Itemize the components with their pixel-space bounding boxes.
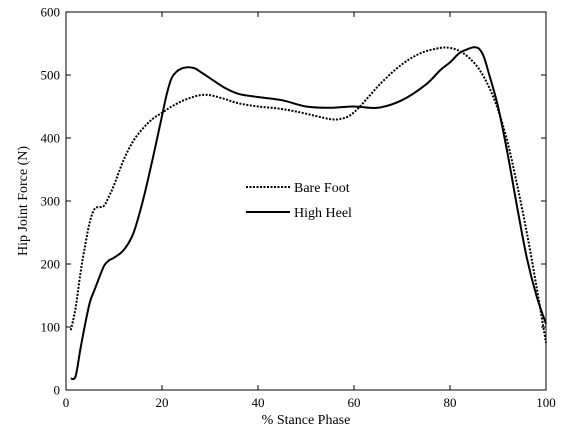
x-tick-label: 40 [252,395,265,410]
legend-label-high-heel: High Heel [294,206,352,221]
y-tick-label: 100 [41,320,61,335]
plot-frame [65,11,547,391]
y-tick-label: 400 [41,131,61,146]
x-tick-label: 20 [156,395,169,410]
x-axis-label: % Stance Phase [262,413,351,428]
y-tick-label: 600 [41,5,61,20]
y-tick-label: 500 [41,68,61,83]
x-tick-label: 80 [444,395,457,410]
legend-label-bare-foot: Bare Foot [294,181,350,196]
x-axis-ticks: 0 20 40 60 80 100 [63,12,556,410]
y-tick-label: 200 [41,257,61,272]
y-tick-label: 300 [41,194,61,209]
series-line-bare-foot [69,46,547,343]
x-tick-label: 60 [348,395,361,410]
legend: Bare Foot High Heel [246,181,352,221]
x-tick-label: 0 [63,395,70,410]
series-line-high-heel [70,46,547,381]
y-axis-ticks: 0 100 200 300 400 500 600 [41,5,546,398]
y-tick-label: 0 [54,383,61,398]
plot-lines [69,46,547,381]
x-tick-label: 100 [536,395,556,410]
y-axis-label: Hip Joint Force (N) [16,146,31,256]
